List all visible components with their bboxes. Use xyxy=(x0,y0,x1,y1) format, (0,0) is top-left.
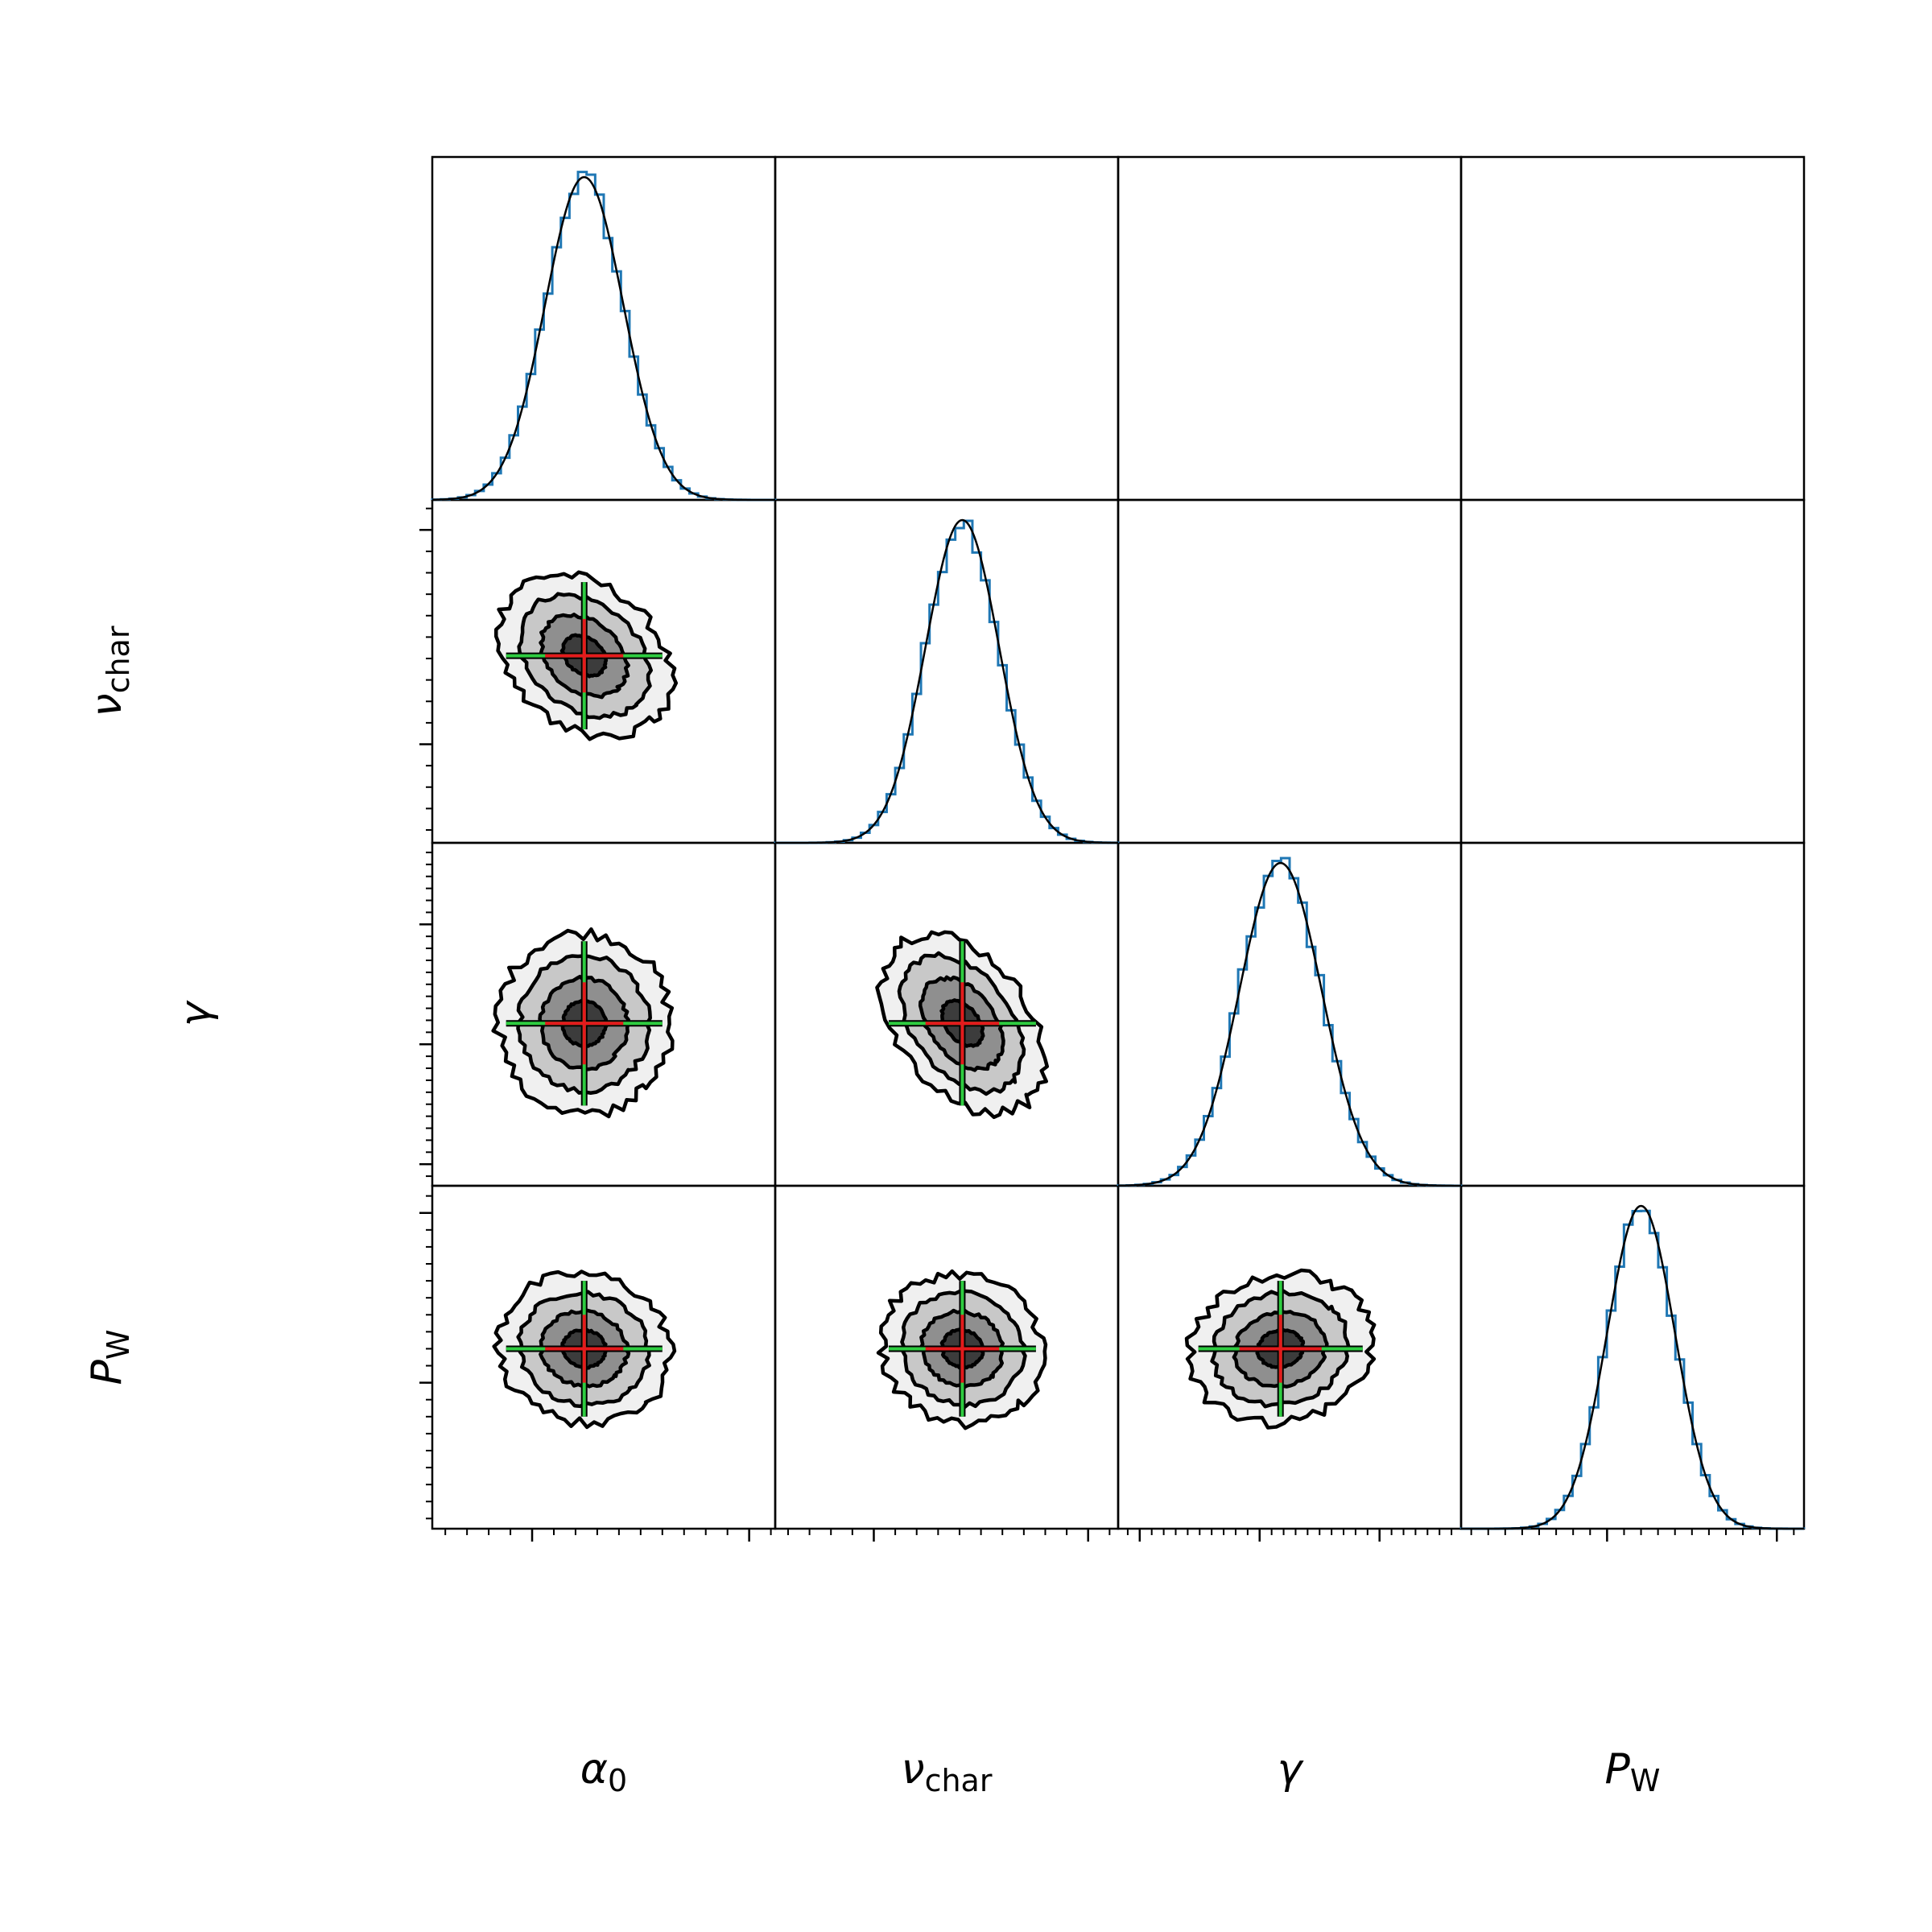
x-axis-label-nu_char: νchar xyxy=(902,1745,993,1798)
axis-symbol: P xyxy=(1605,1745,1631,1794)
axis-symbol: ν xyxy=(83,693,131,716)
diag-panel-P_W xyxy=(1461,1204,1806,1530)
gaussian-fit-alpha0 xyxy=(431,175,775,502)
x-axis-label-P_W: PW xyxy=(1605,1745,1661,1798)
diag-panel-nu_char xyxy=(775,518,1120,844)
y-axis-label-P_W: PW xyxy=(83,1330,136,1385)
diag-panel-alpha0 xyxy=(431,171,777,502)
x-axis-label-alpha0: α0 xyxy=(580,1745,627,1798)
contour-panel-alpha0-vs-nu_char xyxy=(494,570,679,741)
contour-panel-gamma-vs-P_W xyxy=(1184,1268,1377,1430)
diag-panel-gamma xyxy=(1117,857,1463,1187)
axis-subscript: 0 xyxy=(608,1763,627,1798)
axis-subscript: char xyxy=(101,625,136,693)
panel-frame-r3-c3 xyxy=(1459,1184,1806,1530)
y-axis-label-gamma: γ xyxy=(171,999,220,1026)
axis-symbol: γ xyxy=(171,999,220,1026)
contour-panel-nu_char-vs-gamma xyxy=(875,930,1050,1120)
contour-panel-alpha0-vs-gamma xyxy=(491,927,675,1119)
y-axis-label-nu_char: νchar xyxy=(83,625,136,716)
axis-subscript: char xyxy=(925,1763,993,1798)
gaussian-fit-nu_char xyxy=(775,518,1119,844)
axis-symbol: P xyxy=(83,1359,131,1385)
axis-subscript: W xyxy=(101,1330,136,1360)
gaussian-fit-P_W xyxy=(1461,1204,1805,1530)
axis-symbol: ν xyxy=(902,1745,925,1794)
axis-symbol: α xyxy=(580,1745,608,1794)
gaussian-fit-gamma xyxy=(1117,861,1461,1187)
axis-subscript: W xyxy=(1630,1763,1661,1798)
x-axis-label-gamma: γ xyxy=(1278,1745,1305,1794)
axis-symbol: γ xyxy=(1278,1745,1305,1794)
contour-panel-nu_char-vs-P_W xyxy=(876,1269,1048,1430)
panels xyxy=(419,155,1806,1542)
contour-panel-alpha0-vs-P_W xyxy=(492,1269,677,1430)
